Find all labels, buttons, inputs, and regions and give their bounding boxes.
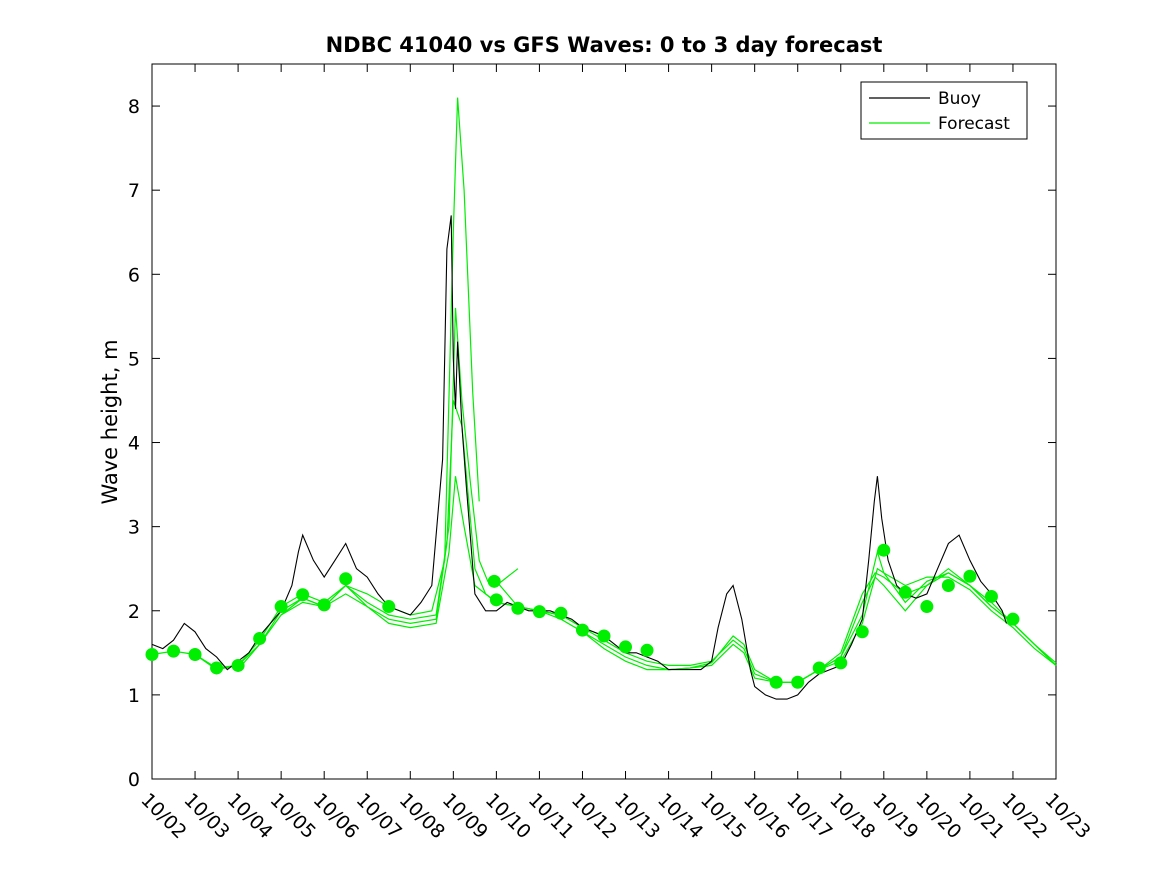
legend-buoy-label: Buoy	[938, 89, 981, 109]
forecast-marker	[834, 656, 848, 670]
y-tick-label: 3	[128, 517, 140, 539]
plot-area	[145, 63, 1057, 780]
forecast-line	[194, 307, 519, 671]
forecast-marker	[210, 661, 224, 675]
forecast-marker	[511, 601, 525, 615]
forecast-marker	[339, 572, 353, 586]
y-tick-label: 7	[128, 180, 140, 202]
forecast-marker	[274, 600, 288, 614]
forecast-marker	[619, 640, 633, 654]
forecast-marker	[487, 574, 501, 588]
y-axis-label: Wave height, m	[98, 339, 122, 504]
buoy-series	[151, 215, 1008, 700]
legend: Buoy Forecast	[860, 81, 1028, 140]
forecast-marker	[769, 675, 783, 689]
forecast-marker	[640, 643, 654, 657]
legend-forecast-label: Forecast	[938, 114, 1010, 134]
y-tick-label: 4	[128, 433, 140, 455]
chart-title: NDBC 41040 vs GFS Waves: 0 to 3 day fore…	[326, 33, 883, 57]
forecast-marker	[597, 629, 611, 643]
y-tick-label: 5	[128, 348, 140, 370]
y-tick-label: 2	[128, 601, 140, 623]
y-tick-label: 8	[128, 96, 140, 118]
forecast-marker	[145, 648, 159, 662]
forecast-marker	[317, 598, 331, 612]
forecast-marker	[532, 605, 546, 619]
forecast-marker	[791, 675, 805, 689]
y-tick-label: 6	[128, 264, 140, 286]
forecast-marker	[920, 600, 934, 614]
forecast-marker	[296, 588, 310, 602]
forecast-marker	[167, 644, 181, 658]
forecast-marker	[253, 632, 267, 646]
forecast-marker	[898, 585, 912, 599]
y-tick-label: 1	[128, 685, 140, 707]
forecast-marker	[855, 625, 869, 639]
forecast-marker	[575, 623, 589, 637]
forecast-marker	[1006, 612, 1020, 626]
forecast-marker	[963, 569, 977, 583]
forecast-marker	[231, 658, 245, 672]
forecast-marker	[877, 543, 891, 557]
y-tick-label: 0	[128, 769, 140, 791]
forecast-marker	[554, 606, 568, 620]
forecast-marker	[812, 661, 826, 675]
forecast-marker	[941, 579, 955, 593]
forecast-marker	[489, 593, 503, 607]
forecast-marker	[188, 648, 202, 662]
y-axis: 0 1 2 3 4 5 6 7 8	[128, 96, 1056, 791]
plot-frame	[151, 63, 1057, 780]
forecast-markers	[145, 543, 1020, 689]
forecast-marker	[984, 589, 998, 603]
buoy-line	[151, 215, 1008, 700]
legend-box	[860, 81, 1028, 140]
forecast-marker	[382, 600, 396, 614]
